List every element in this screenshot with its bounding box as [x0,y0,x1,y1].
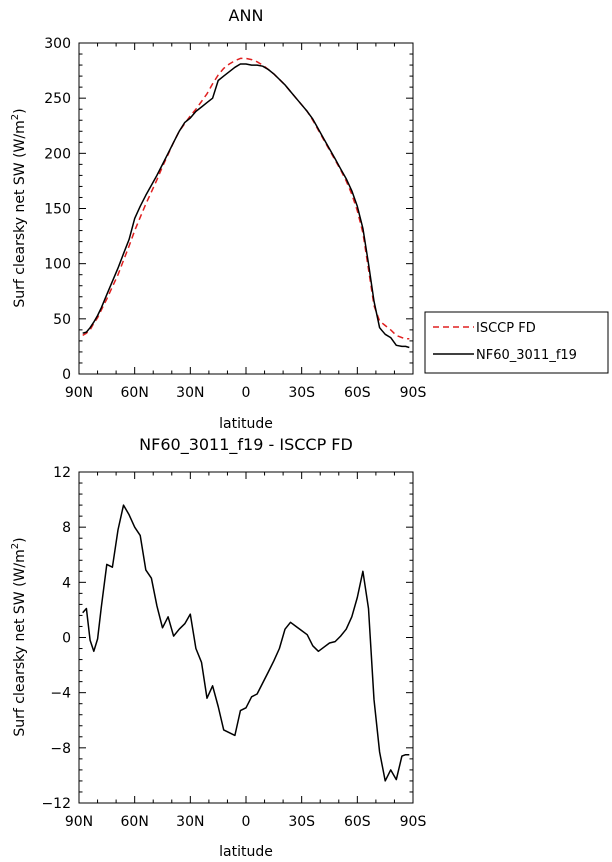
x-tick-label: 90S [400,814,427,830]
top-chart-x-ticks: 90N 60N 30N 0 30S 60S 90S [65,43,427,401]
bottom-chart: NF60_3011_f19 - ISCCP FD −12 −8 −4 0 4 8 12 90… [10,435,426,860]
y-tick-label: −8 [50,741,71,757]
y-tick-label: −12 [41,796,71,812]
x-tick-label: 0 [242,385,251,401]
top-chart-series [82,57,410,349]
series-line-0-0 [82,57,410,340]
y-tick-label: 12 [53,465,71,481]
series-line-1-0 [82,504,410,782]
y-tick-label: 100 [44,257,71,273]
y-tick-label: 8 [62,520,71,536]
bottom-chart-y-label: Surf clearsky net SW (W/m2) [10,537,28,736]
bottom-chart-x-ticks: 90N 60N 30N 0 30S 60S 90S [65,472,427,830]
x-tick-label: 90N [65,814,93,830]
x-tick-label: 60S [344,385,371,401]
legend-box [424,311,609,374]
series-line-0-1 [82,63,410,349]
x-tick-label: 30N [176,385,204,401]
y-tick-label: 0 [62,631,71,647]
y-tick-label: −4 [50,686,71,702]
x-tick-label: 60S [344,814,371,830]
x-tick-label: 30N [176,814,204,830]
legend-label-model: NF60_3011_f19 [476,348,577,363]
y-tick-label: 150 [44,202,71,218]
x-tick-label: 90S [400,385,427,401]
bottom-chart-y-ticks: −12 −8 −4 0 4 8 12 [41,465,413,812]
x-tick-label: 60N [121,814,149,830]
top-chart-y-label: Surf clearsky net SW (W/m2) [10,108,28,307]
x-tick-label: 60N [121,385,149,401]
legend-label-isccp: ISCCP FD [476,321,536,336]
bottom-chart-series [82,504,410,782]
y-tick-label: 0 [62,367,71,383]
x-tick-label: 30S [288,385,315,401]
y-tick-label: 50 [53,312,71,328]
y-tick-label: 250 [44,91,71,107]
top-chart-frame [78,42,414,375]
x-tick-label: 0 [242,814,251,830]
x-tick-label: 30S [288,814,315,830]
bottom-chart-x-label: latitude [219,844,273,860]
top-chart-title: ANN [229,6,264,25]
top-chart-x-label: latitude [219,416,273,432]
bottom-chart-title: NF60_3011_f19 - ISCCP FD [139,435,353,455]
bottom-chart-frame [78,471,414,804]
y-tick-label: 300 [44,36,71,52]
x-tick-label: 90N [65,385,93,401]
y-tick-label: 200 [44,146,71,162]
legend: ISCCP FD NF60_3011_f19 [424,311,609,374]
top-chart-y-ticks: 0 50 100 150 200 250 300 [44,36,413,383]
y-tick-label: 4 [62,575,71,591]
